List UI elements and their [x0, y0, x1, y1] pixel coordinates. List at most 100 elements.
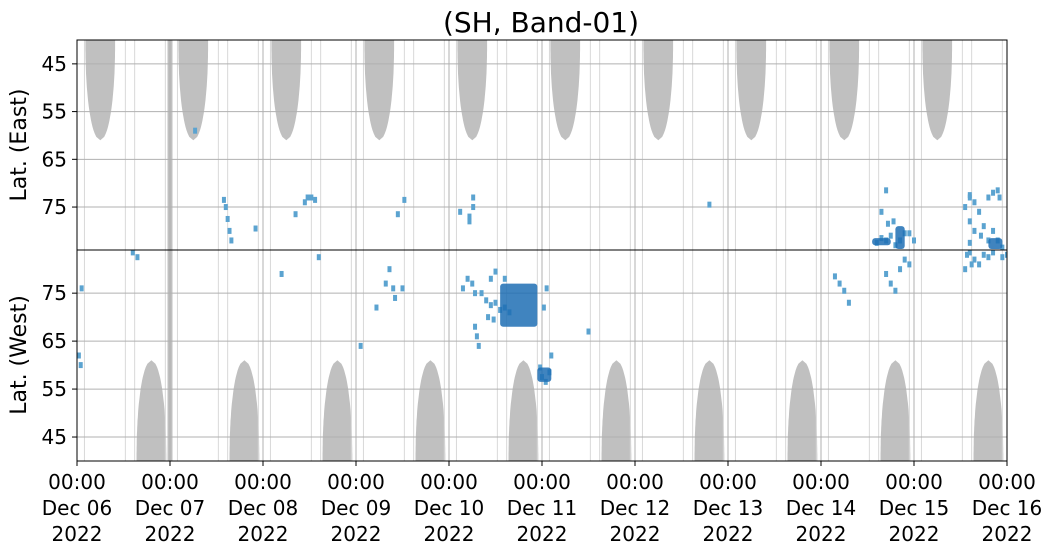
west-daylight-region-7	[787, 360, 818, 461]
west-detection	[902, 256, 907, 263]
west-detection	[135, 254, 140, 261]
east-detection	[981, 223, 986, 230]
east-detection	[253, 225, 258, 232]
west-detection	[972, 256, 977, 263]
x-tick-year: 2022	[52, 522, 103, 546]
east-detection	[885, 220, 890, 227]
chart-title: (SH, Band-01)	[443, 6, 639, 39]
west-detection	[586, 328, 591, 335]
east-ytick-label: 75	[42, 195, 67, 219]
east-detection	[972, 227, 977, 234]
west-ytick-label: 55	[42, 377, 67, 401]
west-detection	[541, 304, 546, 311]
x-tick-time: 00:00	[327, 470, 385, 494]
east-detection	[471, 204, 476, 211]
east-ytick-label: 55	[42, 100, 67, 124]
west-detection	[130, 250, 135, 256]
east-detection	[967, 239, 972, 246]
east-detection	[995, 187, 1000, 194]
x-tick-time: 00:00	[606, 470, 664, 494]
west-detection	[78, 362, 83, 369]
east-detection	[193, 127, 198, 134]
west-detection	[476, 342, 481, 349]
x-tick-time: 00:00	[234, 470, 292, 494]
east-daylight-region-1	[178, 40, 209, 141]
east-dense-cluster	[872, 238, 891, 246]
west-ytick-label: 65	[42, 329, 67, 353]
x-tick-year: 2022	[610, 522, 661, 546]
west-detection	[884, 270, 889, 277]
east-detection	[1000, 244, 1005, 250]
west-detection	[981, 251, 986, 258]
west-daylight-region-5	[601, 360, 632, 461]
west-detection	[502, 275, 507, 282]
east-detection	[991, 227, 996, 234]
east-detection	[912, 237, 916, 244]
west-detection	[491, 316, 496, 323]
west-detection	[473, 323, 478, 330]
east-detection	[963, 204, 968, 211]
west-detection	[846, 299, 851, 306]
x-tick-date: Dec 13	[693, 496, 764, 520]
west-detection	[479, 290, 484, 297]
east-detection	[458, 208, 463, 215]
west-panel-body	[77, 250, 1007, 461]
x-tick-year: 2022	[703, 522, 754, 546]
x-tick-date: Dec 09	[321, 496, 392, 520]
west-detection	[484, 297, 489, 304]
x-tick-year: 2022	[331, 522, 382, 546]
x-tick-year: 2022	[889, 522, 940, 546]
east-daylight-region-4	[457, 40, 488, 141]
west-detection	[898, 266, 903, 273]
east-daylight-region-2	[271, 40, 302, 141]
east-dense-cluster	[988, 238, 1003, 250]
east-detection	[986, 237, 991, 244]
x-tick-date: Dec 14	[786, 496, 857, 520]
east-daylight-region-8	[829, 40, 860, 141]
east-ytick-label: 65	[42, 147, 67, 171]
west-detection	[79, 285, 84, 292]
west-detection	[391, 285, 396, 292]
west-detection	[538, 364, 543, 371]
west-ytick-label: 75	[42, 281, 67, 305]
east-detection	[293, 211, 298, 218]
east-detection	[967, 218, 972, 225]
west-detection	[358, 342, 363, 349]
west-detection	[837, 280, 842, 287]
east-detection	[707, 201, 712, 208]
x-tick-date: Dec 16	[972, 496, 1043, 520]
east-detection	[467, 213, 472, 220]
west-detection	[493, 268, 498, 275]
east-detection	[991, 189, 996, 196]
east-detection	[978, 232, 983, 239]
east-detection	[891, 218, 896, 225]
west-detection	[393, 294, 398, 301]
west-detection	[965, 251, 970, 258]
east-detection	[888, 232, 893, 239]
west-detection	[470, 280, 475, 287]
west-daylight-region-8	[880, 360, 911, 461]
east-detection	[986, 194, 991, 201]
east-ytick-label: 45	[42, 52, 67, 76]
west-detection	[465, 275, 470, 282]
west-ytick-label: 45	[42, 425, 67, 449]
west-daylight-region-0	[136, 360, 167, 461]
west-detection	[1000, 254, 1005, 261]
west-detection	[907, 261, 912, 268]
east-detection	[997, 194, 1002, 201]
east-detection	[227, 227, 232, 234]
x-tick-year: 2022	[796, 522, 847, 546]
x-tick-year: 2022	[982, 522, 1033, 546]
east-detection	[471, 194, 476, 201]
east-detection	[395, 211, 400, 218]
x-tick-year: 2022	[145, 522, 196, 546]
east-detection	[402, 196, 407, 203]
east-detection	[309, 194, 314, 201]
x-tick-time: 00:00	[978, 470, 1036, 494]
west-dense-cluster	[500, 283, 538, 327]
x-tick-time: 00:00	[792, 470, 850, 494]
west-daylight-region-9	[973, 360, 1004, 461]
east-detection	[972, 199, 977, 206]
west-detection	[486, 314, 491, 321]
